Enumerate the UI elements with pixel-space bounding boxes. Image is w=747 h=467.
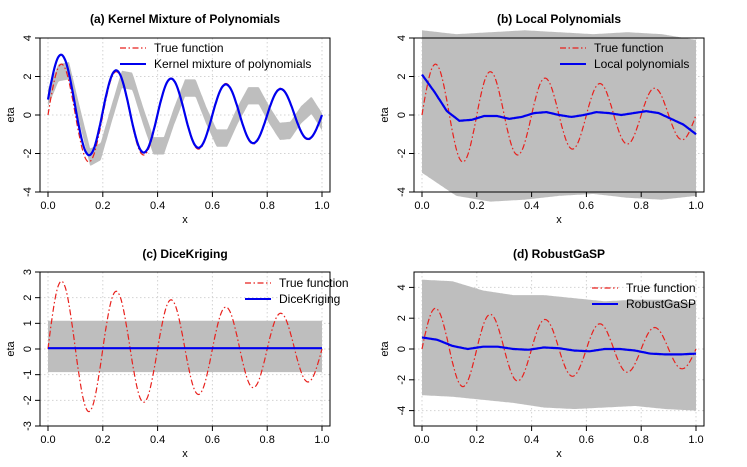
- legend: True function Kernel mixture of polynomia…: [120, 41, 311, 71]
- x-axis: 0.0 0.2 0.4 0.6 0.8 1.0: [40, 426, 330, 446]
- y-axis: -3 -2 -1 0 1 2 3: [22, 269, 40, 431]
- y-tick-label: -1: [22, 370, 34, 380]
- y-tick-label: 2: [396, 315, 408, 321]
- y-tick-label: 0: [22, 346, 34, 352]
- legend-label: True function: [154, 41, 224, 55]
- x-tick-label: 0.8: [634, 434, 649, 446]
- legend-label: True function: [594, 41, 664, 55]
- y-tick-label: 4: [396, 35, 408, 41]
- x-tick-label: 0.2: [95, 434, 110, 446]
- x-tick-label: 0.6: [579, 200, 594, 212]
- legend-label: RobustGaSP: [626, 297, 696, 311]
- y-tick-label: 3: [22, 269, 34, 275]
- series-line-estimate: [421, 336, 697, 356]
- x-axis-label: x: [182, 214, 188, 226]
- panel-d: (d) RobustGaSP 0.0 0.2 0.4 0.6 0.8 1.0 x -4 -2 0 2 4…: [379, 247, 705, 460]
- y-tick-label: 4: [396, 284, 408, 290]
- y-axis-label: eta: [5, 106, 17, 122]
- legend-label: Local polynomials: [594, 57, 689, 71]
- y-tick-label: 0: [396, 112, 408, 118]
- x-axis-label: x: [556, 448, 562, 460]
- uncertainty-band: [422, 279, 696, 411]
- y-axis: -4 -2 0 2 4: [396, 35, 414, 197]
- x-tick-label: 0.8: [260, 434, 275, 446]
- panel-title: (a) Kernel Mixture of Polynomials: [90, 12, 280, 26]
- x-tick-label: 0.8: [260, 200, 275, 212]
- y-axis: -4 -2 0 2 4: [22, 35, 40, 197]
- panel-c: (c) DiceKriging 0.0 0.2 0.4 0.6 0.8 1.0 x -3 -2 -1…: [5, 247, 349, 460]
- legend: True function DiceKriging: [245, 276, 349, 306]
- y-tick-label: 2: [396, 73, 408, 79]
- x-tick-label: 0.4: [524, 200, 539, 212]
- y-tick-label: -4: [22, 187, 34, 197]
- y-tick-label: -2: [396, 375, 408, 385]
- x-tick-label: 0.6: [579, 434, 594, 446]
- y-tick-label: 2: [22, 73, 34, 79]
- x-tick-label: 1.0: [314, 434, 329, 446]
- y-tick-label: -4: [396, 406, 408, 416]
- y-tick-label: 1: [22, 320, 34, 326]
- x-tick-label: 0.0: [40, 434, 55, 446]
- x-tick-label: 0.6: [205, 434, 220, 446]
- legend-label: True function: [626, 281, 696, 295]
- x-tick-label: 0.2: [469, 434, 484, 446]
- x-tick-label: 0.0: [414, 200, 429, 212]
- y-tick-label: -2: [396, 149, 408, 159]
- x-tick-label: 0.2: [95, 200, 110, 212]
- y-tick-label: -2: [22, 149, 34, 159]
- x-axis-label: x: [182, 448, 188, 460]
- x-axis: 0.0 0.2 0.4 0.6 0.8 1.0: [414, 192, 704, 212]
- x-tick-label: 0.4: [150, 434, 165, 446]
- legend-label: True function: [279, 276, 349, 290]
- y-axis: -4 -2 0 2 4: [396, 284, 414, 415]
- panel-title: (d) RobustGaSP: [513, 247, 605, 261]
- x-axis-label: x: [556, 214, 562, 226]
- x-tick-label: 0.0: [40, 200, 55, 212]
- y-tick-label: -4: [396, 187, 408, 197]
- panel-title: (b) Local Polynomials: [497, 12, 621, 26]
- uncertainty-band: [48, 62, 322, 166]
- x-tick-label: 0.8: [634, 200, 649, 212]
- y-axis-label: eta: [379, 106, 391, 122]
- series-line-estimate: [421, 73, 697, 136]
- x-tick-label: 0.0: [414, 434, 429, 446]
- x-tick-label: 1.0: [688, 200, 703, 212]
- y-tick-label: 2: [22, 295, 34, 301]
- y-tick-label: 0: [396, 346, 408, 352]
- x-tick-label: 0.6: [205, 200, 220, 212]
- legend: True function RobustGaSP: [592, 281, 696, 311]
- series-line-true-function: [47, 280, 323, 413]
- y-tick-label: -3: [22, 421, 34, 431]
- x-tick-label: 1.0: [314, 200, 329, 212]
- y-axis-label: eta: [379, 340, 391, 356]
- y-tick-label: 4: [22, 35, 34, 41]
- x-tick-label: 0.4: [150, 200, 165, 212]
- y-axis-label: eta: [5, 340, 17, 356]
- x-tick-label: 0.4: [524, 434, 539, 446]
- y-tick-label: -2: [22, 395, 34, 405]
- legend-label: DiceKriging: [279, 292, 340, 306]
- series-line-estimate: [46, 53, 324, 157]
- legend-label: Kernel mixture of polynomials: [154, 57, 311, 71]
- panel-b: (b) Local Polynomials 0.0 0.2 0.4 0.6 0.8 1.0 x…: [379, 12, 705, 226]
- legend: True function Local polynomials: [560, 41, 689, 71]
- y-tick-label: 0: [22, 112, 34, 118]
- x-axis: 0.0 0.2 0.4 0.6 0.8 1.0: [414, 426, 704, 446]
- x-tick-label: 0.2: [469, 200, 484, 212]
- panel-title: (c) DiceKriging: [142, 247, 227, 261]
- x-axis: 0.0 0.2 0.4 0.6 0.8 1.0: [40, 192, 330, 212]
- x-tick-label: 1.0: [688, 434, 703, 446]
